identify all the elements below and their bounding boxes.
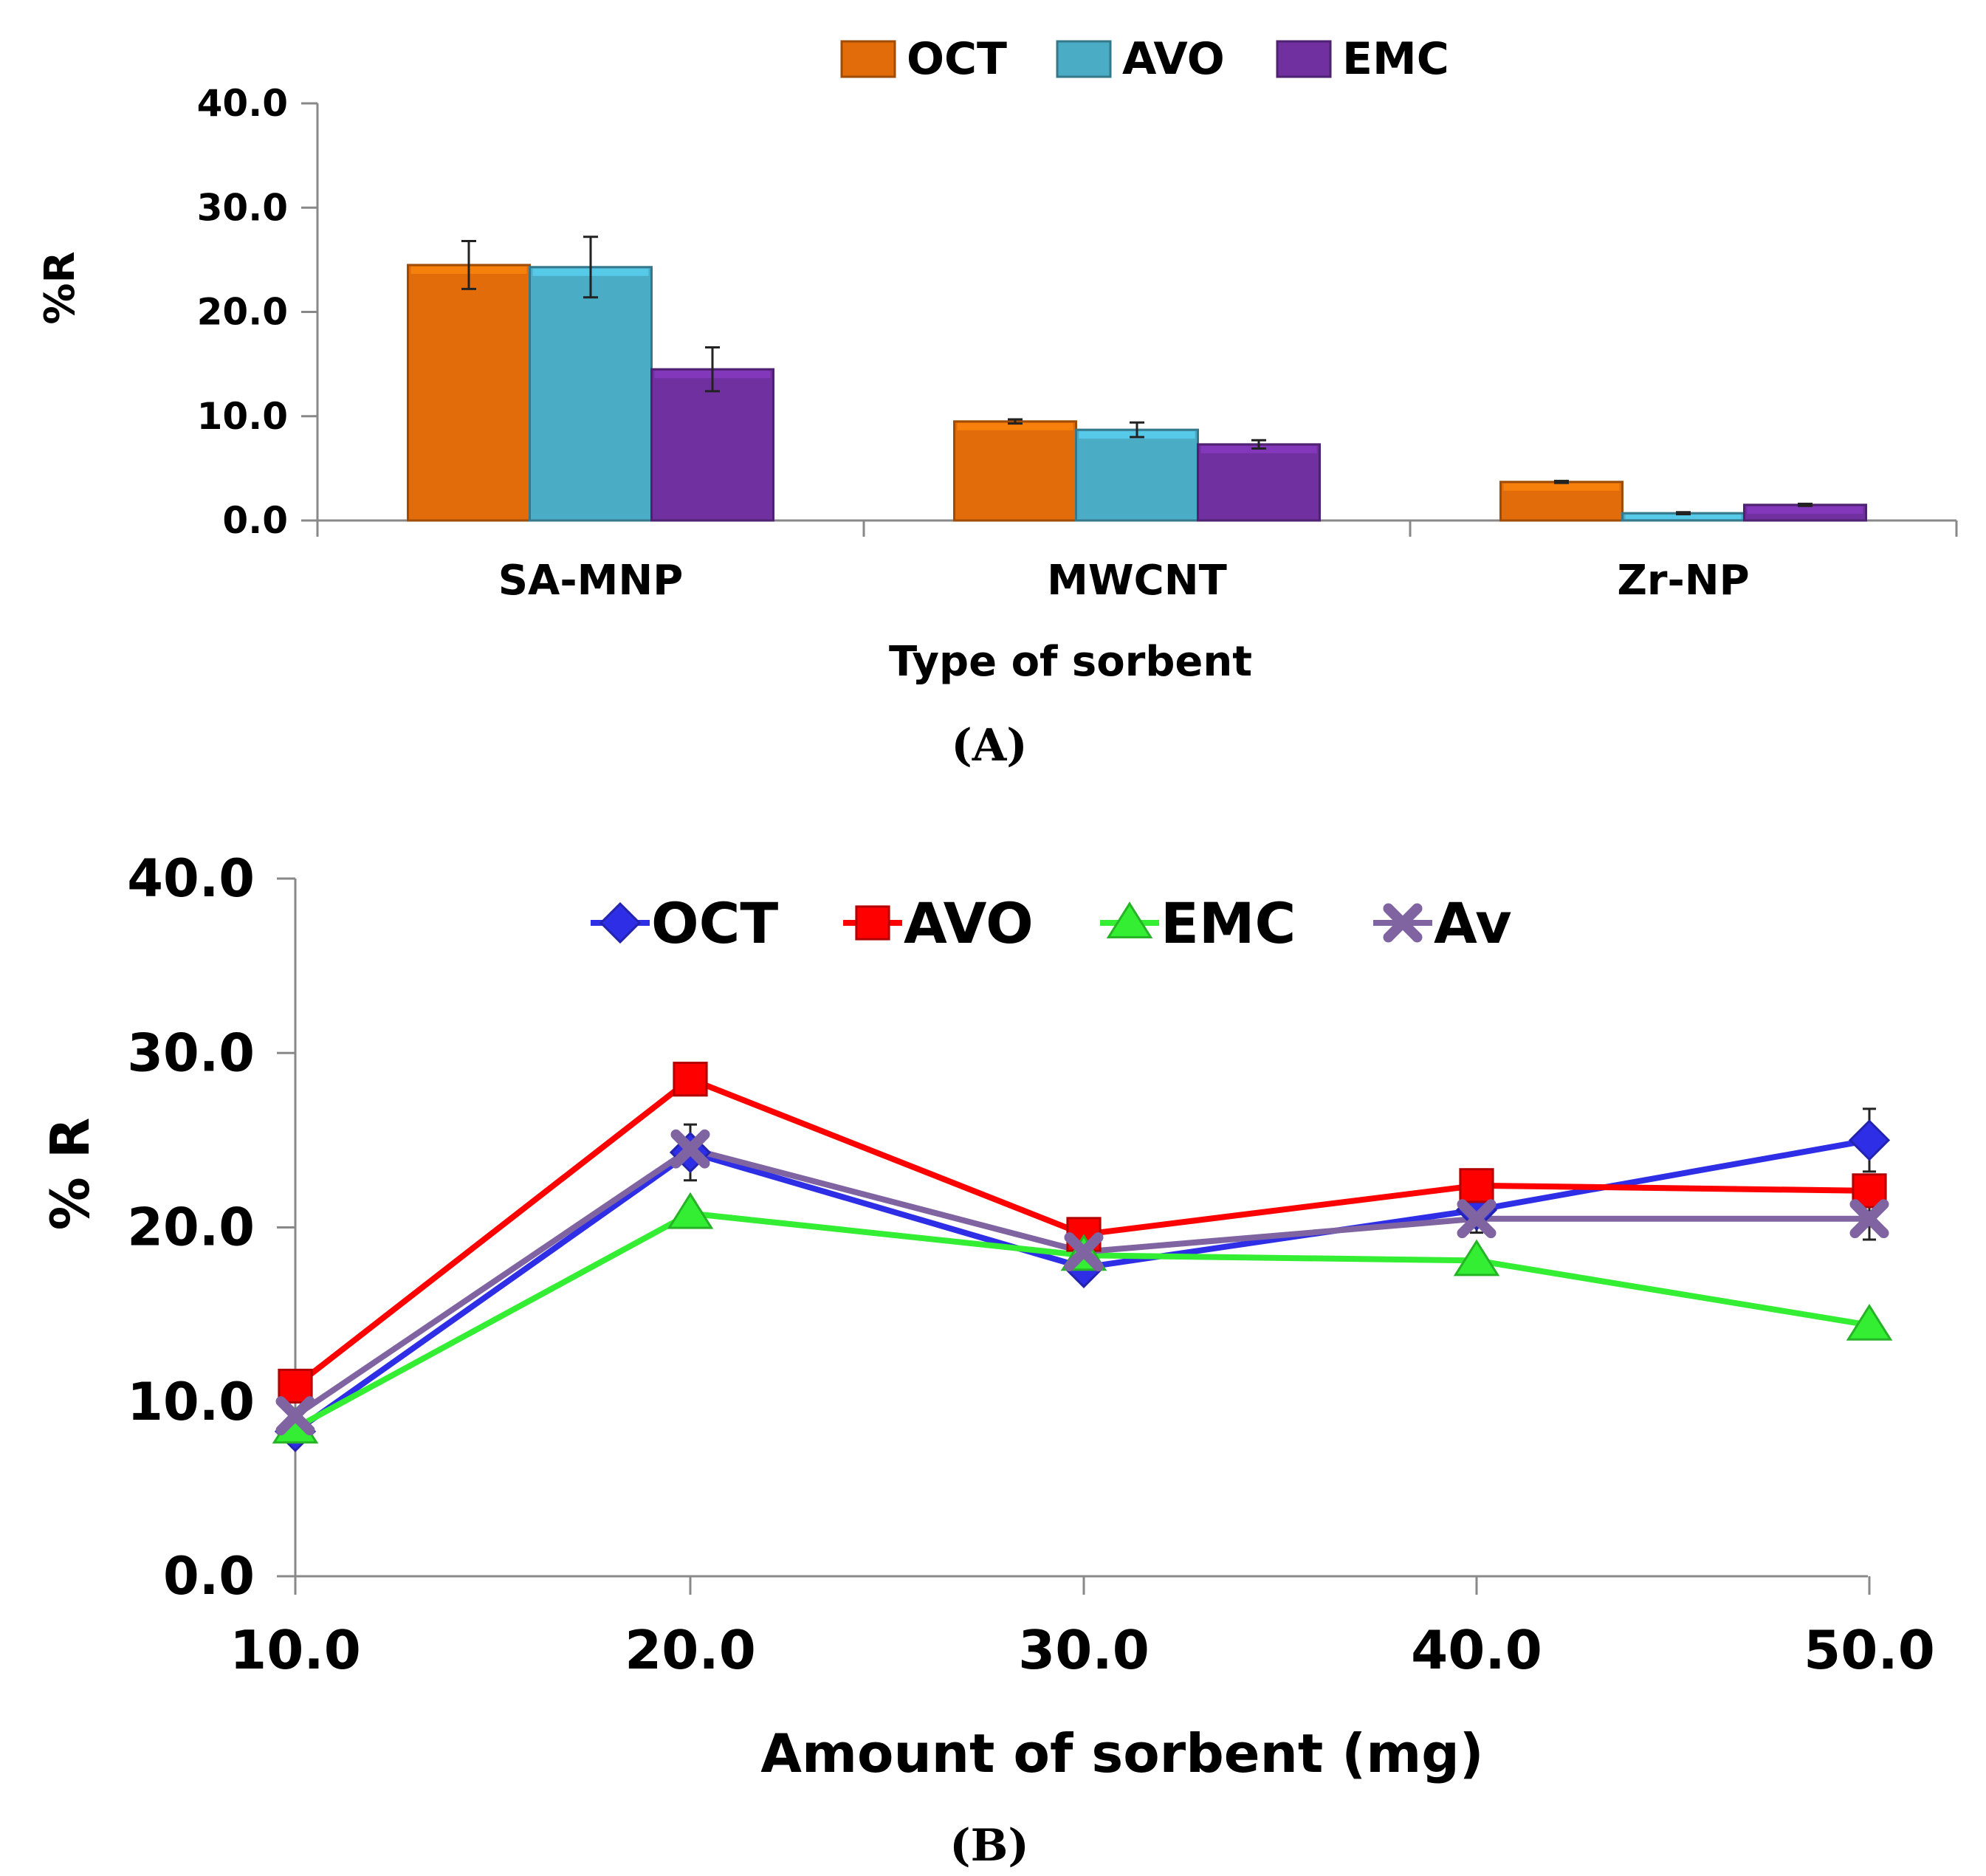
a-legend-label: EMC — [1342, 33, 1449, 85]
a-legend-label: OCT — [907, 33, 1007, 85]
a-legend: OCT AVO EMC — [840, 33, 1449, 85]
a-legend-swatch — [1276, 40, 1332, 78]
a-legend-swatch — [840, 40, 896, 78]
b-y-tick-label: 20.0 — [127, 1198, 255, 1258]
line-chart-panel-b: 0.0 10.0 20.0 30.0 40.0 10.0 20.0 30.0 40.0 50.0… — [39, 848, 1935, 1872]
a-legend-swatch — [1056, 40, 1112, 78]
b-data-point — [278, 1368, 313, 1404]
b-y-axis-title: % R — [39, 1118, 101, 1231]
b-x-tick-label: 50.0 — [1804, 1619, 1935, 1681]
b-x-tick-label: 30.0 — [1018, 1619, 1150, 1681]
b-x-tick-label: 10.0 — [230, 1619, 361, 1681]
a-x-tick-label: SA-MNP — [498, 557, 684, 605]
b-x-axis-title: Amount of sorbent (mg) — [760, 1722, 1483, 1784]
b-y-tick-label: 10.0 — [127, 1372, 255, 1432]
b-x-tick-label: 40.0 — [1411, 1619, 1542, 1681]
b-legend-label: EMC — [1161, 890, 1296, 956]
a-x-tick-label: MWCNT — [1047, 557, 1227, 605]
a-bar — [1197, 443, 1321, 522]
b-data-point — [275, 1396, 315, 1436]
b-data-point — [1848, 1119, 1891, 1161]
bar-chart-panel-a: 0.0 10.0 20.0 30.0 40.0 SA-MNP MWCNT Zr-NP OCT… — [36, 33, 1958, 772]
b-legend: OCT AVO EMC Av — [591, 890, 1512, 956]
a-bar-highlight — [957, 422, 1073, 430]
a-y-tick-label: 30.0 — [197, 186, 288, 229]
b-data-point — [670, 1129, 710, 1169]
a-x-axis-title: Type of sorbent — [889, 638, 1252, 686]
a-bar-highlight — [1625, 515, 1742, 519]
b-legend-marker — [599, 901, 642, 944]
b-y-tick-label: 30.0 — [127, 1023, 255, 1083]
a-bar — [1075, 428, 1199, 522]
a-x-tick-label: Zr-NP — [1617, 557, 1749, 605]
b-data-point — [1457, 1199, 1497, 1239]
a-y-axis-title: %R — [36, 251, 84, 324]
a-bar — [953, 420, 1077, 522]
b-legend-label: OCT — [651, 890, 778, 956]
a-bar-highlight — [1747, 506, 1863, 514]
a-y-tick-label: 0.0 — [222, 499, 288, 542]
b-data-point — [667, 1192, 714, 1229]
b-data-point — [1459, 1168, 1494, 1203]
b-legend-label: AVO — [904, 890, 1034, 956]
a-bar — [407, 264, 531, 522]
b-y-tick-label: 40.0 — [127, 848, 255, 909]
b-legend-label: Av — [1434, 890, 1512, 956]
b-data-point — [1849, 1199, 1889, 1239]
a-y-tick-label: 20.0 — [197, 291, 288, 334]
b-data-point — [1453, 1239, 1500, 1277]
a-y-tick-label: 40.0 — [197, 82, 288, 125]
a-bar — [529, 266, 653, 522]
a-panel-label: (A) — [951, 720, 1027, 772]
b-data-point — [673, 1062, 708, 1097]
b-x-tick-label: 20.0 — [625, 1619, 756, 1681]
a-bar-highlight — [1503, 483, 1620, 491]
b-legend-marker — [855, 905, 890, 941]
b-data-point — [1846, 1303, 1893, 1341]
a-y-tick-label: 10.0 — [197, 395, 288, 438]
b-data-point — [1064, 1232, 1104, 1272]
a-bar — [650, 368, 774, 522]
b-panel-label: (B) — [949, 1820, 1029, 1872]
a-legend-label: AVO — [1122, 33, 1225, 85]
b-y-tick-label: 0.0 — [163, 1546, 255, 1607]
b-legend-marker — [1383, 903, 1423, 943]
b-legend-marker — [1106, 901, 1153, 938]
